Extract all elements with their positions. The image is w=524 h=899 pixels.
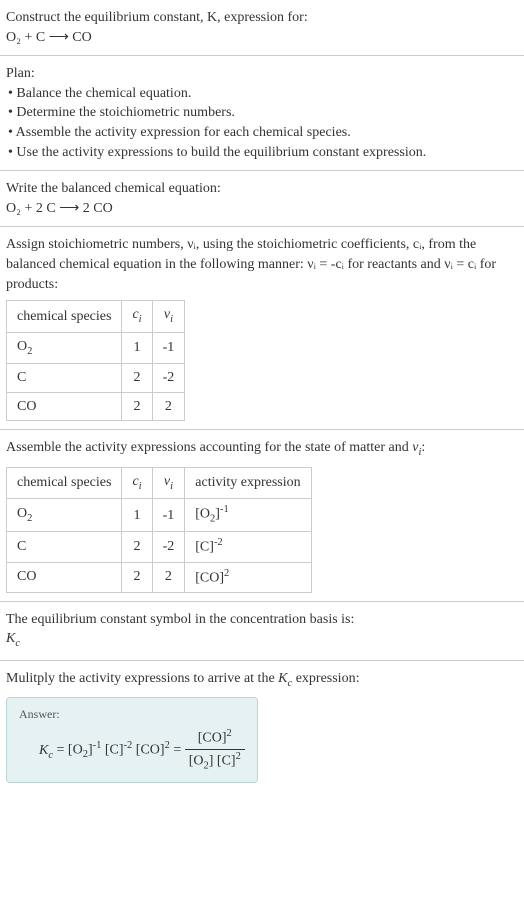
table-row: O2 1 -1 [O2]-1 (7, 499, 312, 532)
answer-box: Answer: Kc = [O2]-1 [C]-2 [CO]2 = [CO]2 … (6, 697, 258, 782)
activity-r3c1: CO (7, 562, 122, 592)
symbol-line2: Kc (6, 629, 518, 651)
activity-r2c3: -2 (152, 532, 185, 562)
stoich-h3: νi (152, 301, 185, 332)
intro-equation: O₂ + C ⟶ CO (6, 28, 518, 48)
plan-bullet-3: • Assemble the activity expression for e… (8, 123, 518, 143)
activity-r3c3: 2 (152, 562, 185, 592)
final-section: Mulitply the activity expressions to arr… (0, 661, 524, 791)
stoich-r1c1: O2 (7, 332, 122, 363)
activity-section: Assemble the activity expressions accoun… (0, 430, 524, 602)
stoich-r1c3: -1 (152, 332, 185, 363)
stoich-r3c3: 2 (152, 392, 185, 421)
symbol-line1: The equilibrium constant symbol in the c… (6, 610, 518, 630)
stoich-section: Assign stoichiometric numbers, νᵢ, using… (0, 227, 524, 430)
table-header-row: chemical species ci νi (7, 301, 185, 332)
stoich-r2c3: -2 (152, 364, 185, 393)
activity-r1c3: -1 (152, 499, 185, 532)
activity-r2c4: [C]-2 (185, 532, 311, 562)
balanced-equation: O₂ + 2 C ⟶ 2 CO (6, 199, 518, 219)
activity-r1c1: O2 (7, 499, 122, 532)
plan-title: Plan: (6, 64, 518, 84)
table-row: CO 2 2 (7, 392, 185, 421)
table-row: C 2 -2 (7, 364, 185, 393)
stoich-r3c2: 2 (122, 392, 152, 421)
stoich-r3c1: CO (7, 392, 122, 421)
activity-r3c4: [CO]2 (185, 562, 311, 592)
activity-r2c2: 2 (122, 532, 152, 562)
stoich-h2: ci (122, 301, 152, 332)
table-row: CO 2 2 [CO]2 (7, 562, 312, 592)
plan-bullet-4: • Use the activity expressions to build … (8, 143, 518, 163)
table-row: O2 1 -1 (7, 332, 185, 363)
activity-r1c4: [O2]-1 (185, 499, 311, 532)
activity-table: chemical species ci νi activity expressi… (6, 467, 312, 593)
plan-bullet-1: • Balance the chemical equation. (8, 84, 518, 104)
stoich-r2c1: C (7, 364, 122, 393)
stoich-r1c2: 1 (122, 332, 152, 363)
stoich-h1: chemical species (7, 301, 122, 332)
intro-section: Construct the equilibrium constant, K, e… (0, 0, 524, 56)
answer-label: Answer: (19, 706, 245, 723)
activity-h1: chemical species (7, 467, 122, 498)
table-header-row: chemical species ci νi activity expressi… (7, 467, 312, 498)
activity-r1c2: 1 (122, 499, 152, 532)
plan-bullet-2: • Determine the stoichiometric numbers. (8, 103, 518, 123)
stoich-r2c2: 2 (122, 364, 152, 393)
plan-section: Plan: • Balance the chemical equation. •… (0, 56, 524, 171)
balanced-section: Write the balanced chemical equation: O₂… (0, 171, 524, 227)
intro-text: Construct the equilibrium constant, K, e… (6, 8, 518, 28)
activity-h2: ci (122, 467, 152, 498)
activity-h3: νi (152, 467, 185, 498)
answer-expression: Kc = [O2]-1 [C]-2 [CO]2 = [CO]2 [O2] [C]… (19, 727, 245, 773)
balanced-title: Write the balanced chemical equation: (6, 179, 518, 199)
stoich-table: chemical species ci νi O2 1 -1 C 2 -2 CO… (6, 300, 185, 421)
table-row: C 2 -2 [C]-2 (7, 532, 312, 562)
activity-h4: activity expression (185, 467, 311, 498)
stoich-intro: Assign stoichiometric numbers, νᵢ, using… (6, 235, 518, 294)
activity-r3c2: 2 (122, 562, 152, 592)
activity-r2c1: C (7, 532, 122, 562)
final-intro: Mulitply the activity expressions to arr… (6, 669, 518, 691)
activity-intro: Assemble the activity expressions accoun… (6, 438, 518, 460)
symbol-section: The equilibrium constant symbol in the c… (0, 602, 524, 661)
